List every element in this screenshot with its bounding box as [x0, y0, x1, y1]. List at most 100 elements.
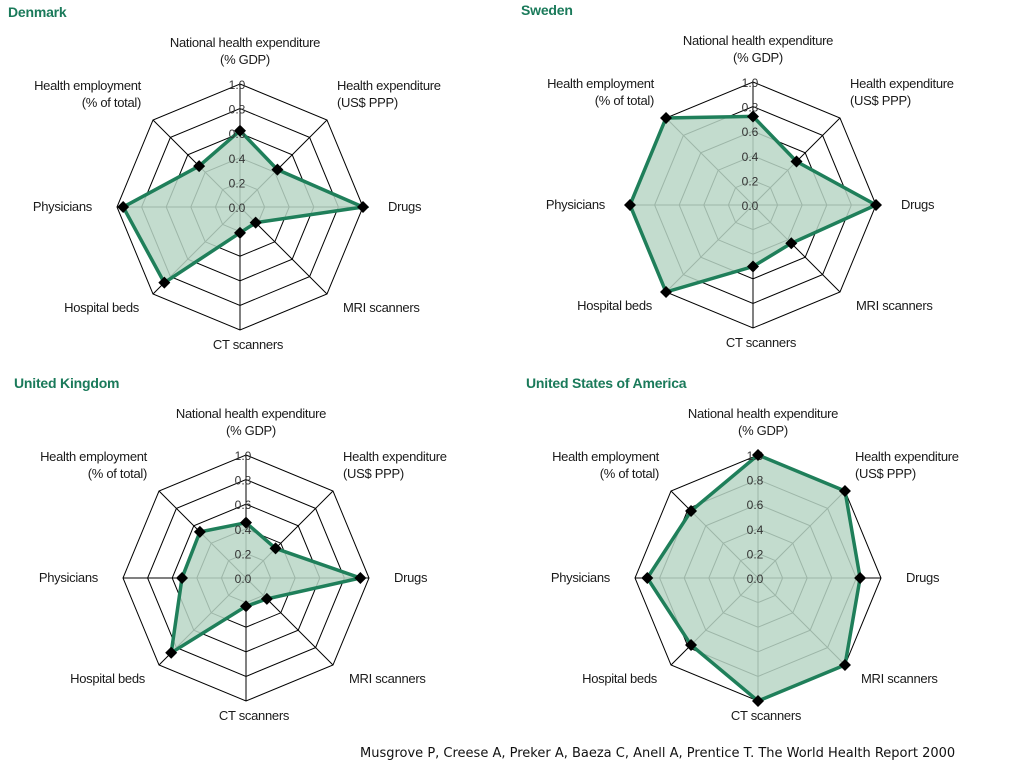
axis-label: Physicians	[551, 570, 611, 585]
data-point	[240, 516, 252, 529]
axis-label: Health employment	[547, 76, 655, 91]
axis-label: Physicians	[39, 570, 99, 585]
axis-label: Health employment	[552, 449, 660, 464]
data-point	[269, 542, 282, 555]
data-point	[685, 505, 698, 518]
data-point	[838, 658, 851, 671]
data-point	[158, 276, 171, 289]
tick-label: 0.0	[229, 201, 246, 215]
tick-label: 0.8	[742, 101, 759, 115]
data-point	[752, 695, 764, 707]
chart-title: Sweden	[521, 2, 573, 18]
axis-label: (US$ PPP)	[855, 466, 916, 481]
axis-label: (% GDP)	[220, 52, 270, 67]
axis-label: (% of total)	[82, 95, 141, 110]
tick-label: 0.0	[235, 572, 252, 586]
data-point	[641, 572, 654, 584]
tick-label: 0.2	[742, 174, 759, 188]
axis-label: CT scanners	[213, 337, 284, 352]
data-point	[785, 237, 798, 250]
data-point	[176, 572, 189, 584]
tick-label: 0.2	[747, 547, 764, 561]
axis-label: (US$ PPP)	[850, 93, 911, 108]
axis-label: (% GDP)	[738, 423, 788, 438]
axis-label: CT scanners	[731, 708, 802, 723]
data-point	[240, 600, 252, 613]
axis-label: Drugs	[388, 199, 422, 214]
axis-label: MRI scanners	[856, 298, 933, 313]
axis-label: National health expenditure	[170, 35, 320, 50]
axis-label: (% GDP)	[733, 50, 783, 65]
data-point	[854, 572, 867, 584]
chart-title: Denmark	[8, 4, 67, 20]
radar-panel-united-kingdom: United Kingdom 0.0 0.2 0.4 0.6 0.8 1.0 Nationa…	[14, 375, 514, 745]
axis-label: Health employment	[40, 449, 148, 464]
tick-label: 0.4	[747, 523, 764, 537]
axis-label: MRI scanners	[343, 300, 420, 315]
axis-label: Drugs	[394, 570, 428, 585]
series-area	[168, 520, 367, 657]
axis-label: Hospital beds	[64, 300, 140, 315]
chart-title: United States of America	[526, 375, 687, 391]
axis-label: Health expenditure	[850, 76, 954, 91]
tick-label: 1.0	[229, 78, 246, 92]
tick-label: 0.8	[229, 103, 246, 117]
tick-label: 1.0	[742, 76, 759, 90]
axis-label: (US$ PPP)	[337, 95, 398, 110]
data-point	[790, 155, 803, 168]
tick-label: 0.6	[742, 125, 759, 139]
tick-label: 0.4	[229, 152, 246, 166]
data-point	[747, 110, 759, 123]
tick-label: 0.2	[235, 547, 252, 561]
tick-label: 0.2	[229, 176, 246, 190]
radar-panel-united-states: United States of America 0.0 0.2 0.4 0.6 0.8…	[526, 375, 1024, 745]
data-point	[117, 201, 130, 213]
data-point	[357, 201, 369, 213]
axis-label: MRI scanners	[861, 671, 938, 686]
data-point	[752, 449, 764, 461]
axis-label: (% of total)	[600, 466, 659, 481]
axis-label: Hospital beds	[582, 671, 658, 686]
axis-label: (% of total)	[595, 93, 654, 108]
axis-label: CT scanners	[219, 708, 290, 723]
data-point	[838, 485, 851, 498]
data-point	[271, 163, 284, 176]
tick-label: 0.4	[742, 150, 759, 164]
radar-panel-denmark: Denmark 0.0 0.2 0.4 0.6 0.8 1.0 National healt…	[8, 4, 508, 374]
axis-label: Hospital beds	[70, 671, 146, 686]
axis-label: MRI scanners	[349, 671, 426, 686]
tick-label: 0.8	[235, 474, 252, 488]
axis-label: National health expenditure	[176, 406, 326, 421]
data-point	[660, 285, 673, 298]
tick-label: 0.0	[742, 199, 759, 213]
axis-label: Health expenditure	[337, 78, 441, 93]
axis-label: Health expenditure	[855, 449, 959, 464]
data-point	[747, 260, 759, 273]
axis-label: Hospital beds	[577, 298, 653, 313]
axis-label: Health employment	[34, 78, 142, 93]
data-point	[660, 112, 673, 125]
data-point	[685, 638, 698, 651]
axis-label: National health expenditure	[688, 406, 838, 421]
data-point	[870, 199, 882, 211]
radar-chart: 0.0 0.2 0.4 0.6 0.8 1.0 National health expend…	[546, 33, 954, 350]
tick-label: 0.0	[747, 572, 764, 586]
axis-label: Drugs	[901, 197, 935, 212]
tick-label: 0.8	[747, 474, 764, 488]
radar-panel-sweden: Sweden 0.0 0.2 0.4 0.6 0.8 1.0 National health…	[521, 2, 1021, 372]
data-point	[249, 216, 262, 229]
data-point	[193, 525, 206, 538]
axis-label: Physicians	[546, 197, 606, 212]
chart-title: United Kingdom	[14, 375, 120, 391]
axis-label: Drugs	[906, 570, 940, 585]
axis-label: CT scanners	[726, 335, 797, 350]
data-point	[193, 160, 206, 173]
data-point	[234, 124, 246, 137]
axis-label: National health expenditure	[683, 33, 833, 48]
axis-label: Physicians	[33, 199, 93, 214]
data-point	[624, 199, 636, 211]
axis-label: (US$ PPP)	[343, 466, 404, 481]
